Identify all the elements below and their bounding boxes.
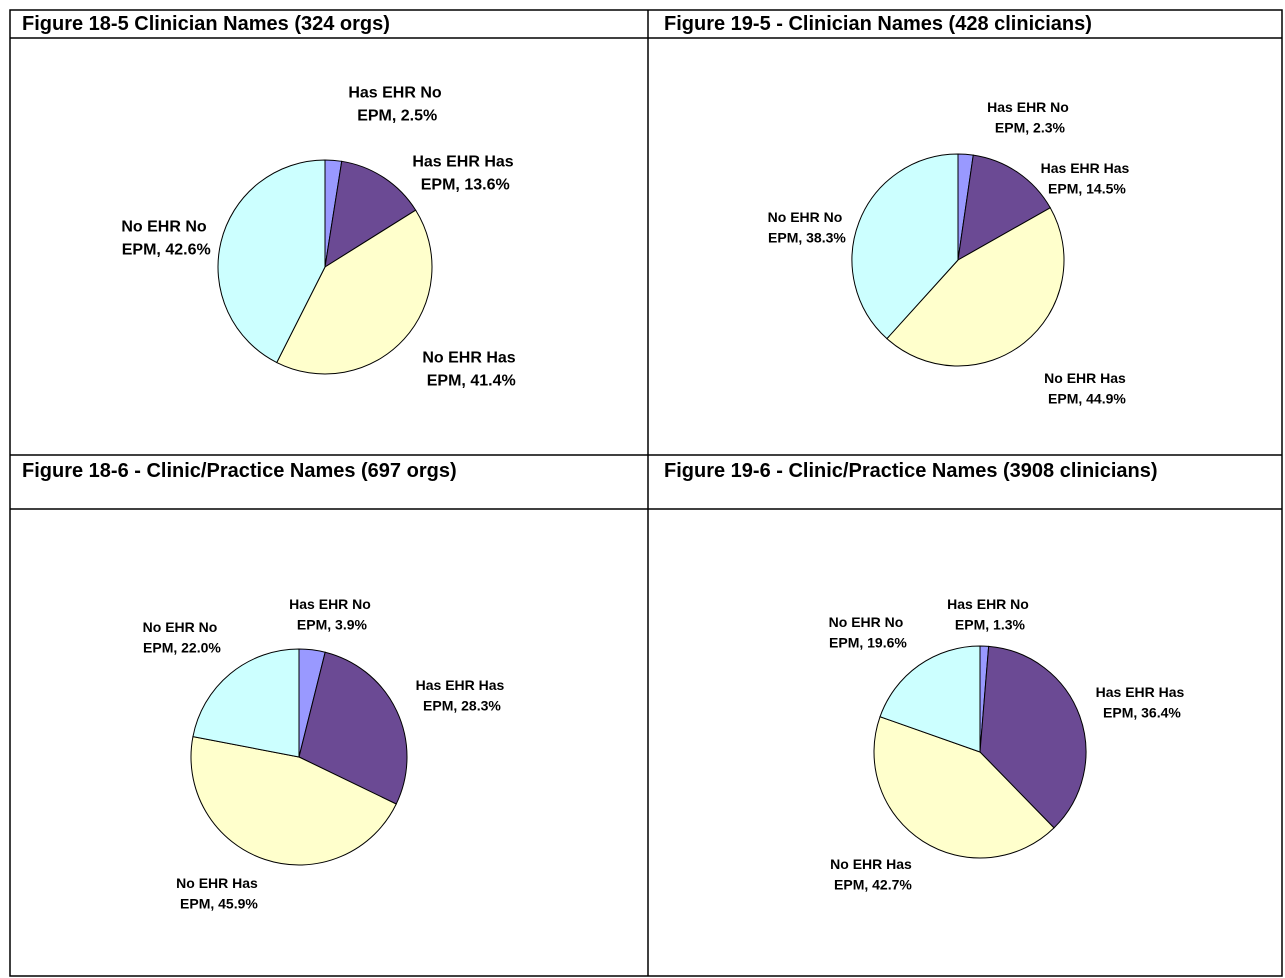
pie-slice [886, 207, 1065, 367]
data-label: No EHR Has EPM, 42.7% [830, 856, 912, 892]
data-label: Has EHR Has EPM, 28.3% [416, 677, 505, 713]
pie-slice [324, 160, 417, 269]
pie-slice [190, 736, 397, 866]
pie-slice [879, 645, 981, 753]
pie-slice [873, 716, 1055, 859]
figure-title: Figure 19-5 - Clinician Names (428 clini… [664, 13, 1092, 35]
pie-slice [957, 154, 1051, 261]
data-label: Has EHR No EPM, 1.3% [947, 596, 1029, 632]
data-label: No EHR No EPM, 19.6% [825, 614, 907, 650]
data-label: No EHR No EPM, 38.3% [764, 209, 846, 245]
table-border [9, 9, 1283, 977]
pie-slice [851, 153, 959, 340]
data-label: No EHR Has EPM, 45.9% [176, 875, 258, 911]
data-label: No EHR No EPM, 22.0% [139, 619, 221, 655]
pie-slice [298, 651, 408, 805]
data-label: Has EHR No EPM, 2.3% [987, 99, 1069, 135]
data-label: Has EHR Has EPM, 36.4% [1096, 684, 1185, 720]
figure-title: Figure 18-5 Clinician Names (324 orgs) [22, 13, 390, 35]
data-label: Has EHR Has EPM, 14.5% [1041, 160, 1130, 196]
data-label: No EHR Has EPM, 41.4% [422, 349, 515, 389]
data-label: No EHR Has EPM, 44.9% [1044, 370, 1126, 406]
data-label: Has EHR No EPM, 2.5% [348, 84, 442, 124]
data-label: Has EHR No EPM, 3.9% [289, 596, 371, 632]
pie-slice [276, 209, 433, 375]
data-label: Has EHR Has EPM, 13.6% [412, 153, 513, 193]
figure-title: Figure 19-6 - Clinic/Practice Names (390… [664, 460, 1158, 482]
figure-title: Figure 18-6 - Clinic/Practice Names (697… [22, 460, 457, 482]
pie-slice [192, 648, 300, 758]
pie-slice [979, 645, 1087, 829]
data-label: No EHR No EPM, 42.6% [117, 218, 210, 258]
pie-slice [217, 159, 326, 364]
